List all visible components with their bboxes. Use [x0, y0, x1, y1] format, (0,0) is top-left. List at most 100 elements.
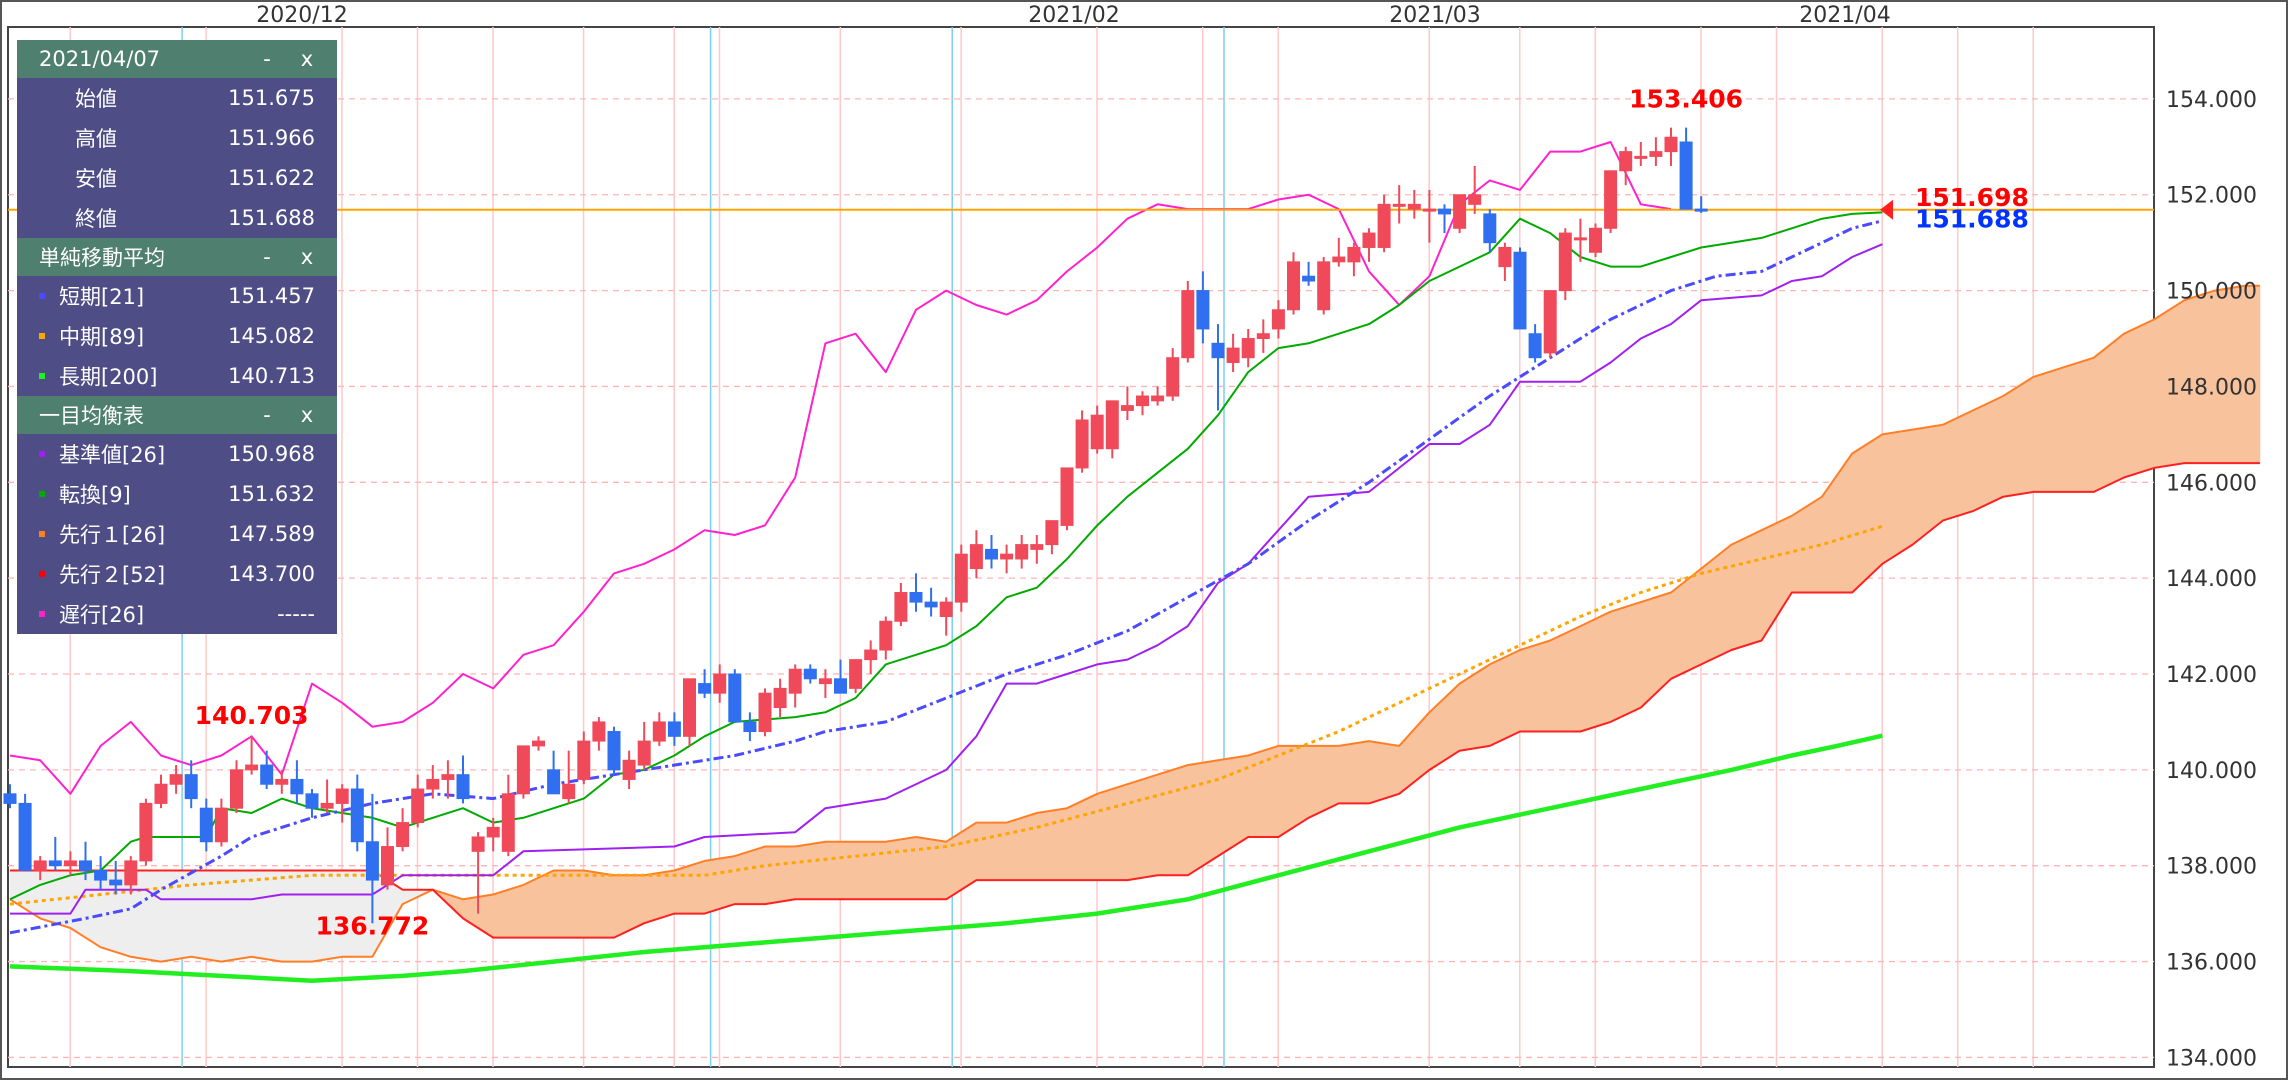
candle-body [1256, 333, 1270, 340]
close-button[interactable]: x [300, 47, 314, 71]
candle-body [562, 783, 576, 800]
candle-body [214, 807, 228, 843]
ichimoku-row-span2: 先行２[52] 143.700 [17, 554, 337, 594]
minimize-button[interactable]: - [263, 403, 271, 427]
candle-body [1619, 151, 1633, 172]
x-tick-label: 2021/04 [1799, 3, 1890, 28]
ohlc-label: 終値 [75, 207, 117, 231]
candle-body [969, 544, 983, 570]
candle-body [713, 673, 727, 694]
legend-swatch [39, 611, 45, 617]
candle-body [109, 879, 123, 886]
cloud-segment [1549, 625, 1581, 732]
axis-labels: 154.000 152.000 150.000 148.000 146.000 144.0… [256, 3, 2257, 1071]
candle-body [1498, 246, 1512, 268]
candle-body [849, 659, 863, 689]
candle-body [924, 601, 938, 608]
minimize-button[interactable]: - [263, 245, 271, 269]
cloud-segment [825, 841, 856, 900]
cloud-segment [1338, 740, 1370, 804]
ichimoku-value: 143.700 [228, 562, 315, 586]
candle-body [94, 870, 108, 881]
candles [3, 127, 1708, 924]
cloud-segment [2002, 376, 2034, 498]
candle-body [1694, 208, 1708, 212]
cloud-segment [1096, 783, 1128, 881]
candle-body [1181, 290, 1195, 359]
ohlc-value: 151.675 [228, 86, 315, 110]
candle-body [1075, 419, 1089, 469]
candle-body [411, 788, 425, 824]
cloud-segment [1489, 649, 1521, 747]
candle-body [667, 721, 681, 737]
candle-body [1196, 290, 1210, 330]
price-annotation: 151.688 [1915, 205, 2029, 234]
ichimoku-label: 転換[9] [59, 483, 131, 507]
candle-body [320, 802, 334, 809]
candle-body [909, 592, 923, 603]
ma-short-line [9, 219, 1883, 935]
candle-body [532, 740, 545, 747]
legend-swatch [39, 531, 45, 537]
candle-body [1226, 347, 1240, 363]
ma-long-line [9, 733, 1883, 983]
indicator-lines [8, 141, 2260, 983]
cloud-segment [1127, 774, 1158, 881]
cloud-segment [1731, 529, 1762, 651]
candle-body [1136, 395, 1149, 407]
price-annotation: 140.703 [195, 701, 309, 730]
candle-body [169, 774, 183, 785]
sma-value: 145.082 [228, 324, 315, 348]
y-tick-label: 148.000 [2166, 375, 2257, 400]
ichimoku-value: ----- [277, 602, 315, 626]
cloud-segment [764, 846, 796, 905]
ichimoku-value: 151.632 [228, 482, 315, 506]
cloud-segment [2093, 332, 2125, 493]
candle-body [1166, 357, 1180, 397]
candle-body [1543, 290, 1557, 354]
ichimoku-value: 150.968 [228, 442, 315, 466]
candle-body [607, 731, 621, 771]
candle-body [79, 860, 92, 872]
y-tick-label: 146.000 [2166, 471, 2257, 496]
y-tick-label: 152.000 [2166, 184, 2257, 209]
cloud-segment [1519, 639, 1551, 732]
cloud-segment [976, 822, 1007, 881]
ohlc-value: 151.688 [228, 206, 315, 230]
ichimoku-row-kijun: 基準値[26] 150.968 [17, 434, 337, 474]
legend-swatch [39, 333, 45, 339]
minimize-button[interactable]: - [263, 47, 271, 71]
sma-label: 短期[21] [59, 285, 145, 309]
candle-body [758, 692, 772, 733]
candle-body [275, 778, 289, 785]
cloud-segment [1610, 601, 1642, 723]
candle-body [184, 774, 198, 800]
legend-swatch [39, 373, 45, 379]
ichimoku-label: 先行２[52] [59, 563, 166, 587]
candle-body [1679, 141, 1693, 210]
candle-body [1528, 333, 1542, 359]
candle-body [834, 678, 847, 694]
close-button[interactable]: x [300, 403, 314, 427]
candle-body [305, 793, 319, 809]
cloud-segment [885, 836, 917, 900]
cloud-segment [251, 870, 283, 963]
candle-body [456, 774, 470, 800]
ichimoku-title: 一目均衡表 [39, 404, 144, 428]
ichimoku-row-span1: 先行１[26] 147.589 [17, 514, 337, 554]
cloud-segment [1972, 395, 2004, 512]
candle-body [894, 592, 908, 622]
panel-header-sma: 単純移動平均 - x [17, 238, 337, 276]
close-button[interactable]: x [300, 245, 314, 269]
candle-body [396, 822, 410, 848]
candle-body [1120, 405, 1134, 411]
candle-body [441, 774, 455, 780]
cloud-segment [2123, 318, 2155, 479]
candle-body [1589, 227, 1602, 253]
ohlc-value: 151.622 [228, 166, 315, 190]
cloud-segment [1006, 812, 1038, 881]
candle-body [1634, 155, 1648, 159]
candle-body [788, 668, 802, 694]
